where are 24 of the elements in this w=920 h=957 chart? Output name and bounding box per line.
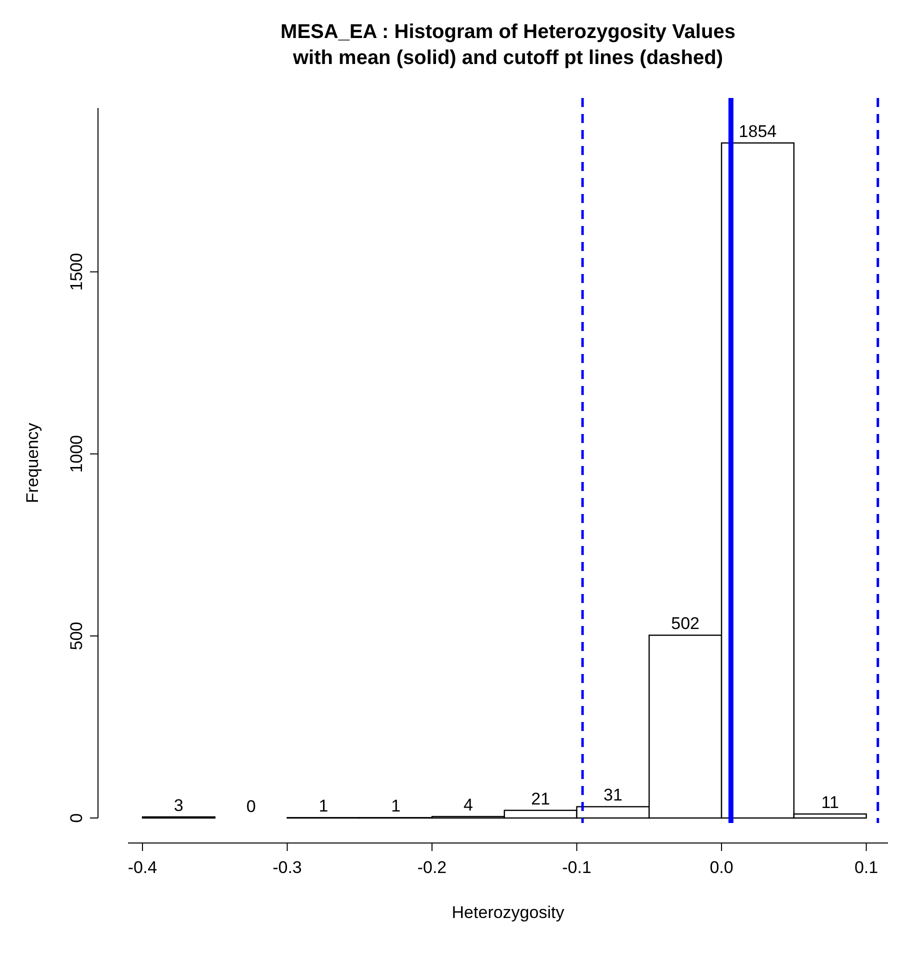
y-tick-label: 1000 — [67, 434, 86, 473]
x-tick-label: -0.3 — [272, 858, 302, 877]
data-label: 1854 — [738, 122, 777, 141]
data-label: 31 — [603, 786, 622, 805]
x-tick-label: -0.4 — [128, 858, 158, 877]
chart-title: MESA_EA : Histogram of Heterozygosity Values — [280, 21, 736, 43]
y-tick-label: 1500 — [67, 252, 86, 291]
chart-subtitle: with mean (solid) and cutoff pt lines (dashed) — [292, 47, 724, 69]
y-tick-label: 0 — [67, 813, 86, 823]
x-tick-label: -0.1 — [562, 858, 592, 877]
data-label: 11 — [821, 792, 839, 812]
data-label: 0 — [246, 797, 256, 816]
data-label: 4 — [463, 796, 473, 815]
y-axis-title: Frequency — [23, 422, 42, 504]
x-tick-label: 0.0 — [710, 858, 734, 877]
data-label: 21 — [531, 789, 550, 808]
x-axis-title: Heterozygosity — [452, 903, 565, 922]
data-label: 1 — [391, 796, 401, 816]
data-label: 3 — [174, 796, 184, 815]
data-label: 502 — [671, 614, 700, 634]
x-tick-label: -0.2 — [417, 858, 447, 877]
x-tick-label: 0.1 — [854, 858, 878, 877]
y-tick-label: 500 — [67, 622, 86, 650]
data-label: 1 — [318, 796, 328, 816]
